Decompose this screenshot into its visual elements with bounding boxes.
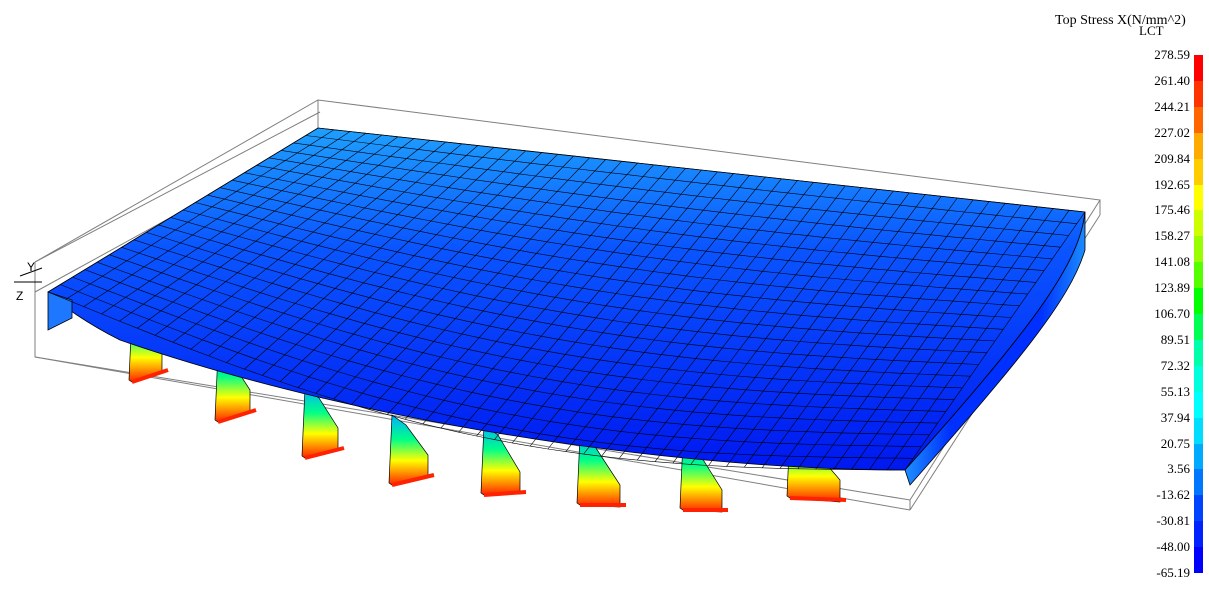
- girder-bottom-flange: [304, 446, 345, 460]
- girder-bottom-flange: [131, 368, 169, 384]
- legend-tick-label: 89.51: [1160, 331, 1190, 347]
- legend-color-swatch: [1194, 469, 1203, 496]
- legend-color-swatch: [1194, 521, 1203, 548]
- mesh-line-transverse: [47, 291, 906, 471]
- girder-bottom-flange: [391, 473, 435, 487]
- legend-tick-label: 141.08: [1154, 254, 1190, 270]
- legend-tick-label: 227.02: [1154, 124, 1190, 140]
- legend-color-swatch: [1194, 288, 1203, 315]
- legend-tick-label: 20.75: [1160, 435, 1190, 451]
- legend-tick-label: 37.94: [1160, 409, 1190, 425]
- stress-legend: 278.59 261.40 244.21 227.02 209.84 192.65 175.…: [1122, 48, 1209, 595]
- mesh-line-transverse: [293, 142, 1069, 236]
- mesh-line-transverse: [207, 194, 1012, 318]
- legend-color-swatch: [1194, 262, 1203, 289]
- girder-bottom-flange: [789, 496, 847, 502]
- legend-tick-label: 261.40: [1154, 72, 1190, 88]
- deck-mesh-grid: [47, 127, 1086, 471]
- legend-color-swatch: [1194, 80, 1203, 107]
- legend-color-swatch: [1194, 236, 1203, 263]
- legend-color-swatch: [1194, 339, 1203, 366]
- legend-color-swatch: [1194, 210, 1203, 237]
- mesh-line-transverse: [158, 224, 979, 365]
- mesh-line-transverse: [96, 261, 938, 424]
- mesh-line-transverse: [121, 247, 955, 400]
- axis-label-z: Z: [16, 289, 23, 303]
- legend-color-swatch: [1194, 184, 1203, 211]
- legend-tick-label: -65.19: [1156, 565, 1190, 580]
- mesh-line-transverse: [256, 165, 1045, 271]
- legend-tick-label: 192.65: [1154, 176, 1190, 192]
- legend-tick-label: 209.84: [1154, 150, 1190, 166]
- mesh-line-transverse: [195, 202, 1004, 330]
- legend-color-swatch: [1194, 417, 1203, 444]
- mesh-line-transverse: [219, 187, 1020, 307]
- deck-left-edge: [47, 291, 73, 331]
- mesh-line-transverse: [281, 150, 1061, 248]
- legend-subtitle: LCT: [1139, 23, 1164, 38]
- legend-tick-label: 123.89: [1154, 280, 1190, 296]
- girder-bottom-flange: [483, 490, 527, 497]
- legend-color-swatch: [1194, 132, 1203, 159]
- legend-color-swatch: [1194, 158, 1203, 185]
- mesh-line-transverse: [244, 172, 1036, 283]
- legend-color-swatch: [1194, 547, 1203, 574]
- mesh-line-transverse: [72, 276, 922, 447]
- mesh-line-transverse: [317, 127, 1086, 213]
- legend-color-swatch: [1194, 106, 1203, 133]
- deck-shell-surface: [47, 127, 1086, 486]
- axis-label-y: Y: [27, 260, 35, 274]
- legend-color-swatch: [1194, 443, 1203, 470]
- legend-color-swatch: [1194, 495, 1203, 522]
- deck-right-curved-edge: [904, 211, 1086, 486]
- mesh-line-transverse: [109, 254, 946, 412]
- mesh-line-transverse: [60, 284, 914, 459]
- legend-tick-label: 175.46: [1154, 202, 1190, 218]
- legend-tick-label: 278.59: [1154, 47, 1190, 62]
- legend-tick-label: -30.81: [1156, 513, 1190, 529]
- legend-tick-label: 244.21: [1154, 98, 1190, 114]
- mesh-line-transverse: [305, 135, 1077, 224]
- girder-bottom-flange: [217, 408, 257, 424]
- mesh-line-transverse: [146, 232, 971, 377]
- legend-color-swatch: [1194, 365, 1203, 392]
- girder-rib: [388, 414, 429, 486]
- axis-triad: Y Z: [14, 260, 43, 303]
- legend-color-swatch: [1194, 314, 1203, 340]
- mesh-line-transverse: [232, 179, 1028, 295]
- mesh-line-transverse: [182, 209, 996, 342]
- legend-tick-label: 72.32: [1160, 357, 1190, 373]
- legend-tick-label: 3.56: [1167, 461, 1190, 477]
- legend-tick-label: 106.70: [1154, 306, 1190, 321]
- mesh-line-transverse: [84, 269, 930, 436]
- legend-tick-label: -48.00: [1156, 539, 1190, 555]
- legend-tick-label: 158.27: [1154, 228, 1190, 244]
- legend-color-swatch: [1194, 55, 1203, 81]
- legend-color-swatch: [1194, 391, 1203, 418]
- legend-tick-label: 55.13: [1160, 383, 1190, 399]
- mesh-line-transverse: [133, 239, 963, 389]
- legend-tick-label: -13.62: [1156, 487, 1190, 503]
- mesh-line-transverse: [170, 217, 987, 353]
- mesh-line-transverse: [268, 157, 1053, 260]
- legend-title: Top Stress X(N/mm^2): [1055, 13, 1186, 28]
